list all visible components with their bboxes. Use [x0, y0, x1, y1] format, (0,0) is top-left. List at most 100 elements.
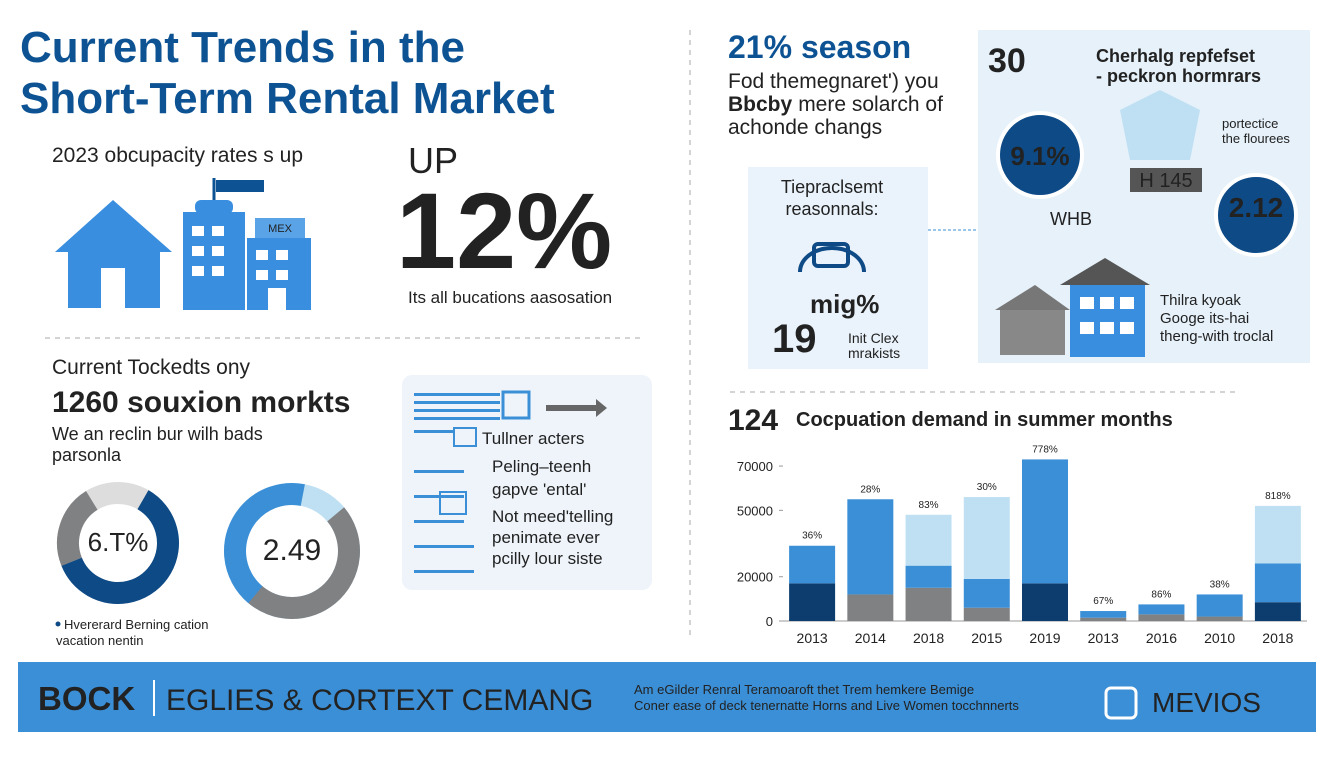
- card-text: Tiepraclsemt: [781, 177, 883, 197]
- bar-segment: [1080, 617, 1127, 621]
- bar-segment: [905, 514, 952, 566]
- footer-text: Coner ease of deck tenernatte Horns and …: [634, 698, 1019, 713]
- badge-label: 9.1%: [1010, 141, 1069, 171]
- x-tick-label: 2013: [797, 630, 828, 646]
- legend-text: Hvererard Berning cation: [64, 617, 209, 632]
- bar-segment: [905, 565, 952, 588]
- footer-logo: MEVIOS: [1152, 687, 1261, 718]
- list-item: Peling–teenh: [492, 457, 591, 476]
- bar-segment: [963, 607, 1010, 621]
- footer-brand: BOCK: [38, 680, 135, 717]
- panel-heading: Cherhalg repfefset: [1096, 46, 1255, 66]
- bar-label: 83%: [919, 500, 939, 511]
- bar-chart: 0 20000 50000 70000 36% 2013 28% 2014 83% 2018 30%…: [737, 444, 1307, 646]
- list-item: penimate ever: [492, 528, 600, 547]
- season-text: mere solarch of: [798, 93, 943, 116]
- bar-label: 818%: [1265, 491, 1291, 502]
- bar-segment: [1196, 616, 1243, 621]
- panel-text: Googe its-hai: [1160, 310, 1249, 327]
- bar-segment: [1022, 583, 1068, 621]
- season-text: achonde changs: [728, 116, 882, 139]
- badge: [996, 111, 1084, 199]
- bar-label: 86%: [1151, 589, 1171, 600]
- up-label: UP: [408, 140, 458, 181]
- list-item: Tullner acters: [482, 429, 584, 448]
- bar-segment: [1254, 602, 1301, 621]
- bar-label: 67%: [1093, 596, 1113, 607]
- x-tick-label: 2018: [1262, 630, 1293, 646]
- heading: 2023 obcupacity rates s up: [52, 144, 303, 167]
- y-tick-label: 70000: [737, 459, 773, 474]
- x-tick-label: 2019: [1029, 630, 1060, 646]
- list-graphic: [414, 390, 607, 573]
- bar-label: 30%: [977, 482, 997, 493]
- side-text: the flourees: [1222, 131, 1290, 146]
- title: Short-Term Rental Market: [20, 74, 555, 123]
- footer-headline: EGLIES & CORTEXT CEMANG: [166, 684, 593, 717]
- card-text: reasonnals:: [785, 199, 878, 219]
- footer: [18, 662, 1316, 732]
- bold-word: Bbcby: [728, 93, 793, 116]
- badge: [1214, 173, 1298, 257]
- house-icon: [55, 200, 172, 308]
- chart-title: Cocpuation demand in summer months: [796, 409, 1173, 431]
- bar-segment: [1080, 611, 1127, 618]
- description: parsonla: [52, 445, 122, 465]
- x-tick-label: 2016: [1146, 630, 1177, 646]
- donut-label: 2.49: [263, 534, 321, 567]
- legend-bullet: [55, 621, 61, 627]
- legend-text: vacation nentin: [56, 633, 143, 648]
- bar-segment: [1022, 459, 1068, 584]
- list-item: pcilly lour siste: [492, 549, 603, 568]
- x-tick-label: 2013: [1088, 630, 1119, 646]
- chart-title-number: 124: [728, 404, 778, 437]
- x-tick-label: 2010: [1204, 630, 1235, 646]
- list-item: gapve 'ental': [492, 480, 586, 499]
- bar-segment: [847, 594, 894, 621]
- bar-segment: [963, 578, 1010, 608]
- y-tick-label: 20000: [737, 570, 773, 585]
- bar-segment: [1138, 604, 1185, 615]
- bar-segment: [789, 545, 836, 584]
- heading: Current Tockedts ony: [52, 356, 251, 379]
- bar-segment: [1138, 614, 1185, 621]
- buildings-icon: [183, 178, 311, 310]
- bar-label: 778%: [1032, 444, 1058, 455]
- x-tick-label: 2015: [971, 630, 1002, 646]
- bar-label: 28%: [860, 484, 880, 495]
- bar-segment: [1254, 563, 1301, 603]
- highlight: 1260 souxion morkts: [52, 386, 350, 419]
- logo-icon: [1104, 686, 1138, 720]
- bar-segment: [905, 587, 952, 621]
- tag: [1130, 168, 1202, 192]
- bar-segment: [847, 499, 894, 595]
- bar-label: 36%: [802, 531, 822, 542]
- title: Current Trends in the: [20, 23, 465, 72]
- y-tick-label: 50000: [737, 503, 773, 518]
- x-tick-label: 2014: [855, 630, 886, 646]
- icon: [798, 242, 866, 273]
- season-text: Fod themegnaret') you: [728, 70, 939, 93]
- footer-text: Am eGilder Renral Teramoaroft thet Trem …: [634, 682, 974, 697]
- list-item: Not meed'telling: [492, 507, 613, 526]
- panel-text: Thilra kyoak: [1160, 292, 1241, 309]
- bar-label: 38%: [1210, 579, 1230, 590]
- hands-icon: [1120, 90, 1200, 160]
- figure: mig%: [810, 289, 879, 319]
- tag-label: H 145: [1139, 170, 1192, 192]
- x-tick-label: 2018: [913, 630, 944, 646]
- donut-label: 6.T%: [88, 527, 149, 557]
- donut: [56, 482, 179, 604]
- description: We an reclin bur wilh bads: [52, 424, 263, 444]
- big-figure: 12%: [396, 170, 612, 291]
- panel-text: theng-with troclal: [1160, 328, 1273, 345]
- sign: MEX: [268, 223, 293, 235]
- donut: [224, 483, 360, 619]
- side-text: portectice: [1222, 116, 1278, 131]
- bar-segment: [963, 497, 1010, 579]
- bar-segment: [789, 583, 836, 621]
- bar-segment: [1254, 505, 1301, 564]
- season-text: Bbcby mere solarch of: [728, 93, 943, 116]
- badge-label: 2.12: [1229, 192, 1284, 223]
